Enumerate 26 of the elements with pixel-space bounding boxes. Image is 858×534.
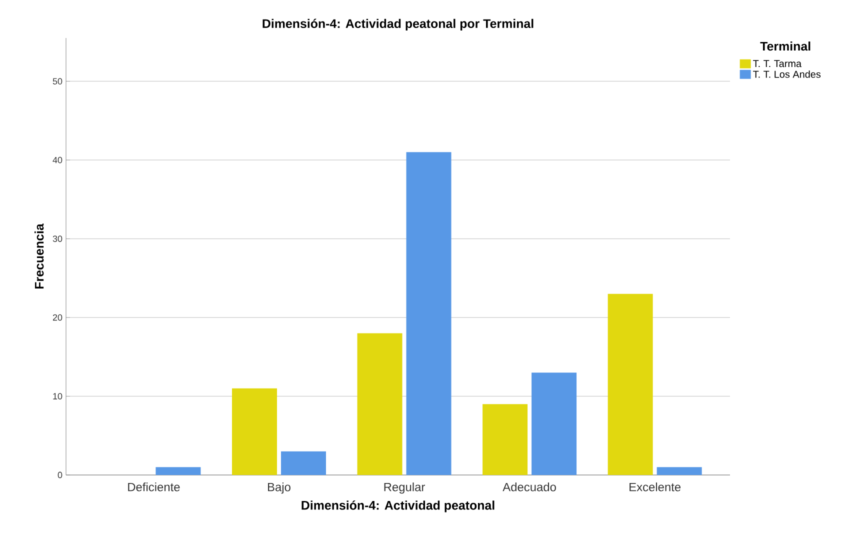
bar [156, 467, 201, 475]
x-tick-label: Bajo [268, 482, 290, 494]
y-tick-label: 40 [52, 156, 62, 164]
bar [482, 404, 528, 475]
bar [280, 451, 326, 475]
legend-title: Terminal [760, 41, 810, 51]
x-tick-label: Adecuado [502, 482, 556, 492]
bar [608, 294, 653, 475]
x-tick-label: Regular [384, 482, 425, 494]
bar [532, 372, 577, 475]
chart-title: Dimensión-4: Actividad peatonal por Terminal [262, 18, 534, 30]
bar [232, 388, 277, 475]
y-tick-label: 20 [52, 314, 62, 321]
y-tick-label: 30 [52, 236, 62, 242]
legend-label: T. T. Tarma [753, 60, 802, 68]
y-axis-title: Frecuencia [34, 224, 44, 289]
x-tick-label: Deficiente [128, 482, 180, 492]
bar [406, 152, 452, 475]
y-tick-label: 0 [58, 472, 62, 478]
y-tick-label: 50 [52, 78, 62, 84]
bar [357, 333, 402, 475]
x-tick-label: Excelente [630, 482, 681, 492]
x-axis-title: Dimensión-4: Actividad peatonal [302, 500, 494, 512]
y-tick-label: 10 [53, 393, 62, 400]
legend-label: T. T. Los Andes [753, 70, 821, 78]
bar [656, 467, 702, 475]
